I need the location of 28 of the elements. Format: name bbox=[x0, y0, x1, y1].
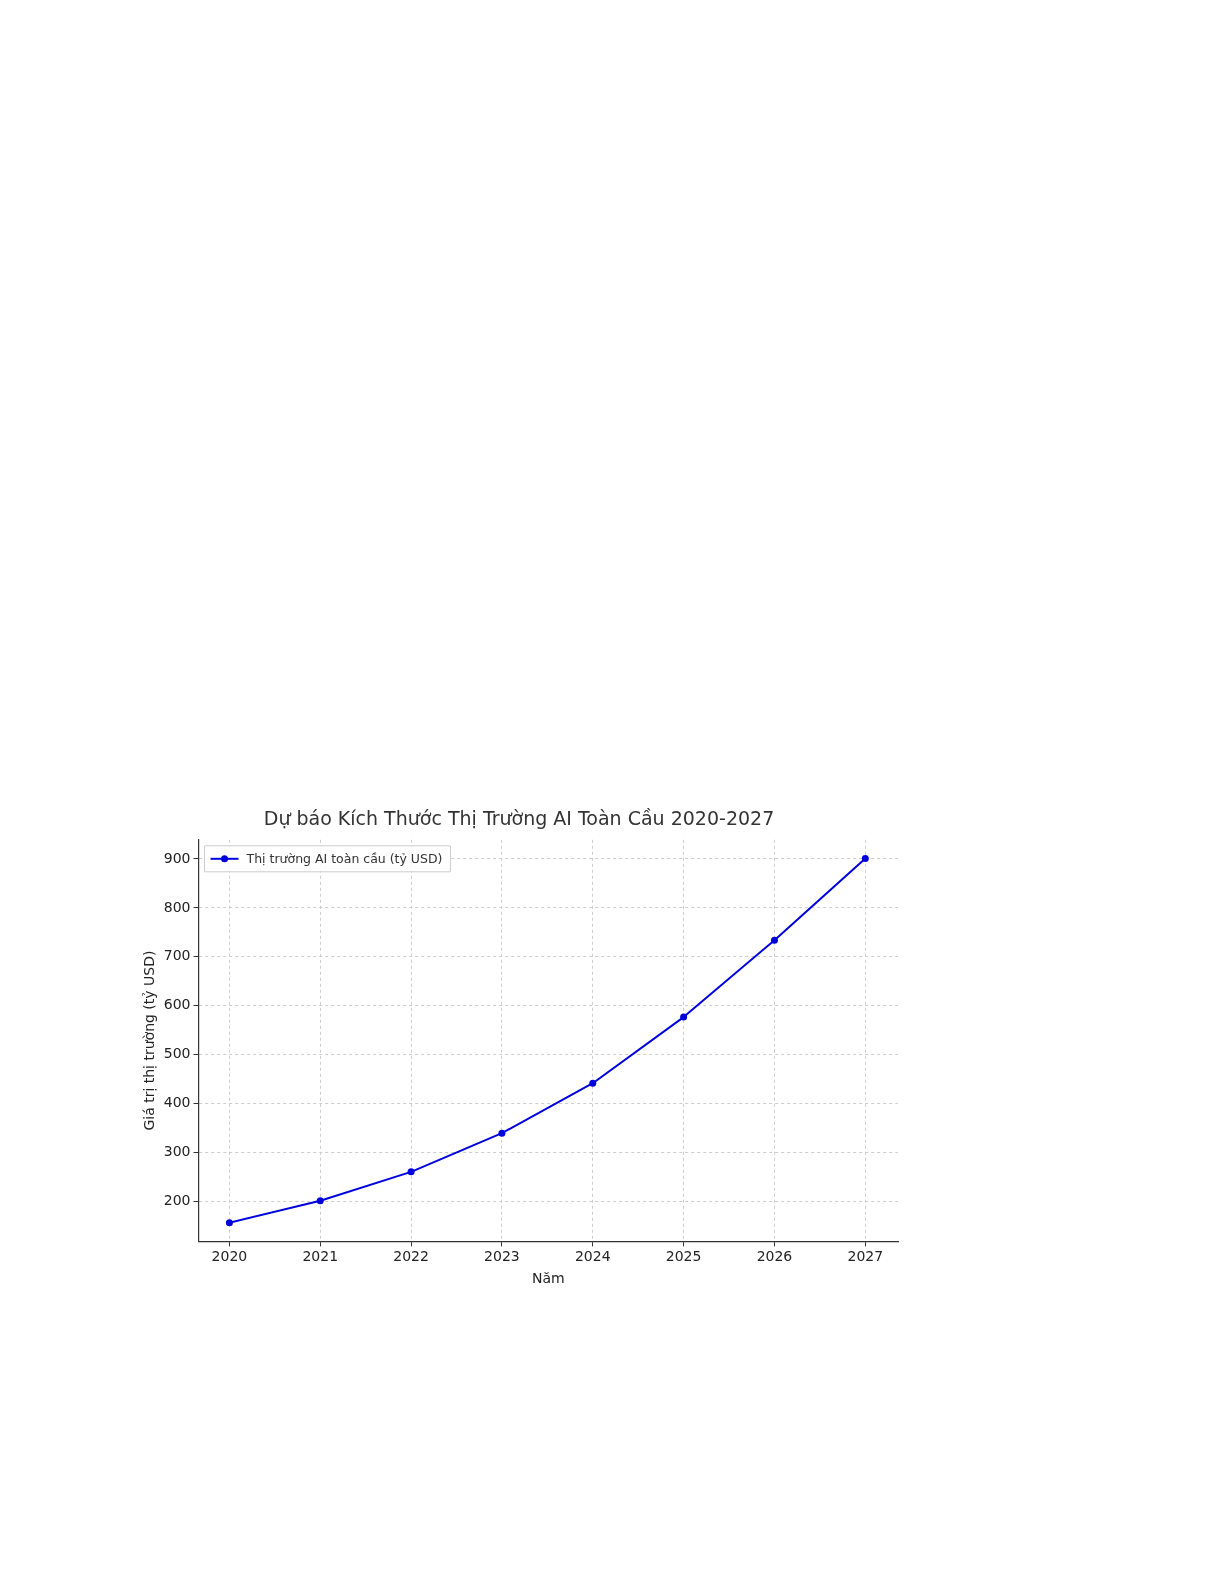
y-tick-label: 200 bbox=[163, 1192, 191, 1209]
x-tick-label: 2024 bbox=[574, 1248, 611, 1265]
y-axis-title: Giá trị thị trường (tỷ USD) bbox=[141, 950, 158, 1131]
point bbox=[407, 1168, 415, 1176]
point bbox=[225, 1219, 233, 1227]
point bbox=[680, 1013, 688, 1021]
point bbox=[316, 1197, 324, 1205]
point bbox=[589, 1079, 597, 1087]
y-tick-label: 700 bbox=[163, 947, 191, 964]
x-tick-label: 2023 bbox=[484, 1248, 520, 1265]
point bbox=[770, 936, 778, 944]
y-tick-label: 800 bbox=[163, 898, 191, 915]
y-tick-label: 400 bbox=[163, 1094, 191, 1111]
chart-title: Dự báo Kích Thước Thị Trường AI Toàn Cầu 2020-2027 bbox=[263, 807, 775, 830]
x-tick-label: 2020 bbox=[211, 1248, 248, 1265]
x-tick-label: 2026 bbox=[756, 1248, 793, 1265]
x-tick-label: 2021 bbox=[302, 1248, 339, 1265]
y-tick-label: 300 bbox=[163, 1143, 191, 1160]
point bbox=[498, 1129, 506, 1137]
x-tick-label: 2022 bbox=[393, 1248, 429, 1265]
y-tick-label: 600 bbox=[163, 996, 191, 1013]
y-tick-label: 900 bbox=[163, 849, 191, 866]
x-axis-title: Năm bbox=[531, 1270, 565, 1287]
x-tick-label: 2027 bbox=[847, 1248, 884, 1265]
point bbox=[861, 854, 869, 862]
legend-label: Thị trường AI toàn cầu (tỷ USD) bbox=[245, 851, 443, 867]
y-tick-label: 500 bbox=[163, 1045, 191, 1062]
x-tick-label: 2025 bbox=[665, 1248, 702, 1265]
